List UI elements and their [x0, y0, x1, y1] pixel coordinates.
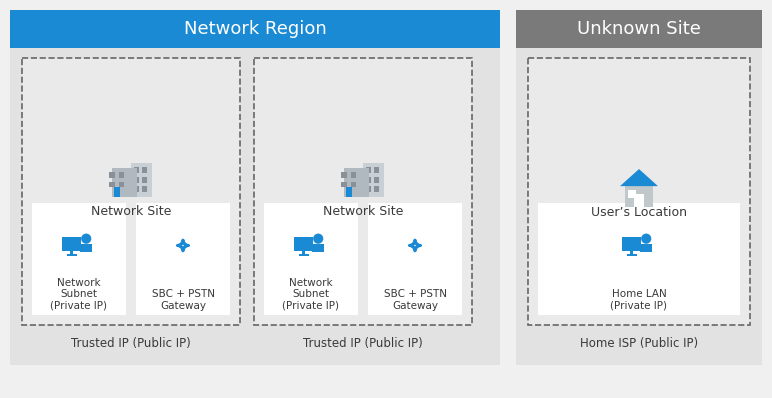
Text: Network Site: Network Site [323, 205, 403, 219]
Bar [294, 237, 313, 251]
Circle shape [641, 234, 652, 244]
Bar [264, 203, 358, 315]
Bar [10, 10, 500, 48]
Text: Network Region: Network Region [184, 20, 327, 38]
Bar [528, 58, 750, 325]
Text: SBC + PSTN
Gateway: SBC + PSTN Gateway [384, 289, 446, 311]
Bar [112, 168, 137, 197]
Bar [109, 172, 115, 178]
Bar [134, 177, 138, 183]
Bar [134, 186, 138, 192]
Bar [136, 203, 230, 315]
Bar [622, 237, 641, 251]
Bar [142, 177, 147, 183]
Bar [516, 10, 762, 365]
Text: Trusted IP (Public IP): Trusted IP (Public IP) [303, 336, 423, 349]
Bar [366, 168, 371, 173]
Bar [134, 168, 138, 173]
Bar [366, 177, 371, 183]
Bar [528, 58, 750, 325]
Circle shape [81, 234, 91, 244]
Bar [32, 203, 126, 315]
Bar [366, 186, 371, 192]
Bar [63, 237, 81, 251]
Bar [628, 190, 636, 197]
Bar [627, 254, 637, 256]
Bar [640, 244, 652, 252]
Bar [341, 181, 347, 187]
Bar [635, 194, 644, 207]
Text: Trusted IP (Public IP): Trusted IP (Public IP) [71, 336, 191, 349]
Bar [10, 10, 500, 365]
Bar [80, 244, 92, 252]
Bar [142, 168, 147, 173]
Bar [350, 181, 356, 187]
Bar [254, 58, 472, 325]
Bar [70, 251, 73, 254]
Bar [363, 163, 384, 197]
Text: Home LAN
(Private IP): Home LAN (Private IP) [611, 289, 668, 311]
Bar [341, 172, 347, 178]
Bar [131, 163, 152, 197]
Polygon shape [620, 169, 658, 186]
Bar [66, 254, 77, 256]
Bar [374, 168, 379, 173]
Bar [350, 172, 356, 178]
Text: Home ISP (Public IP): Home ISP (Public IP) [580, 336, 698, 349]
Text: Network
Subnet
(Private IP): Network Subnet (Private IP) [50, 278, 107, 311]
Bar [625, 186, 653, 207]
Bar [346, 187, 353, 197]
Text: Unknown Site: Unknown Site [577, 20, 701, 38]
Bar [22, 58, 240, 325]
Bar [344, 168, 368, 197]
Bar [374, 177, 379, 183]
Bar [113, 187, 120, 197]
Text: SBC + PSTN
Gateway: SBC + PSTN Gateway [151, 289, 215, 311]
Bar [119, 181, 124, 187]
Bar [374, 186, 379, 192]
Bar [516, 10, 762, 48]
Bar [302, 251, 306, 254]
Circle shape [313, 234, 323, 244]
Bar [312, 244, 324, 252]
Bar [254, 58, 472, 325]
Bar [109, 181, 115, 187]
Text: Network
Subnet
(Private IP): Network Subnet (Private IP) [283, 278, 340, 311]
Text: User’s Location: User’s Location [591, 206, 687, 219]
Bar [22, 58, 240, 325]
Bar [142, 186, 147, 192]
Bar [538, 203, 740, 315]
Text: Network Site: Network Site [91, 205, 171, 219]
Bar [630, 251, 634, 254]
Bar [119, 172, 124, 178]
Bar [368, 203, 462, 315]
Bar [299, 254, 309, 256]
